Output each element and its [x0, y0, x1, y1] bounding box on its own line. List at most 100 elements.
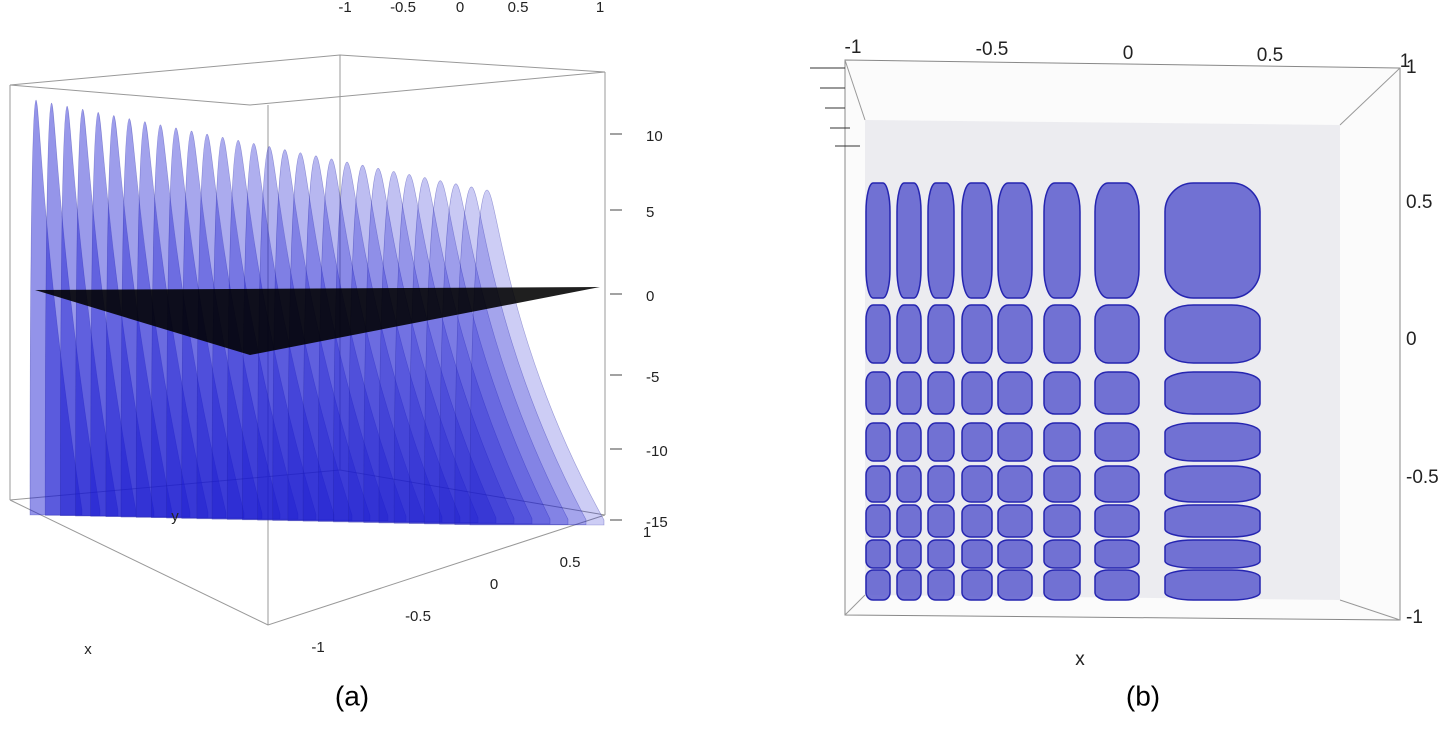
top-tick-label: 0 — [1123, 43, 1134, 64]
axis-label: y — [171, 508, 179, 525]
axis-label: x — [1075, 649, 1085, 670]
surface-blob — [1094, 182, 1140, 299]
surface-blob — [997, 465, 1033, 503]
right-tick-label: 10 — [646, 128, 663, 145]
right-tick-label: 1 — [1406, 57, 1417, 78]
surface-blob — [865, 182, 891, 299]
panel-a: -1 -0.5 0 0.5 1 10 5 0 -5 -10 -15 -1 -0.5 0 0.5 1 y x (a) — [9, 0, 668, 711]
surface-blob — [896, 465, 922, 503]
surface-blob — [927, 504, 955, 538]
surface-blob — [1094, 504, 1140, 538]
top-tick-label: -0.5 — [390, 0, 416, 16]
surface-blob — [997, 182, 1033, 299]
surface-blob — [927, 465, 955, 503]
top-tick-label: 1 — [596, 0, 604, 16]
surface-blob — [997, 371, 1033, 415]
surface-blob — [1094, 569, 1140, 601]
zero-plane — [35, 287, 600, 355]
surface-blob — [1043, 539, 1081, 569]
top-tick-label: 1 — [1400, 51, 1411, 72]
surface-blob — [1043, 304, 1081, 364]
surface-blob — [1043, 465, 1081, 503]
surface-blob — [961, 465, 993, 503]
surface-ridge — [44, 102, 101, 516]
surface-blob — [961, 569, 993, 601]
right-tick-label: -1 — [1406, 607, 1423, 628]
surface-blob — [927, 422, 955, 462]
top-tick-label: -1 — [845, 37, 862, 58]
bottom-tick-label: 1 — [643, 524, 651, 541]
right-tick-label: -0.5 — [1406, 467, 1439, 488]
surface-blob — [927, 539, 955, 569]
surface-ridge — [409, 177, 533, 524]
surface-ridge — [378, 171, 497, 524]
surface-blob — [896, 539, 922, 569]
surface-blob — [896, 182, 922, 299]
surface-blob — [997, 569, 1033, 601]
surface-blob — [961, 504, 993, 538]
tick-marks — [810, 67, 860, 147]
surface-blob — [1094, 465, 1140, 503]
surface-blob — [1043, 422, 1081, 462]
axis-label: x — [84, 641, 92, 658]
surface-blob — [1164, 182, 1261, 299]
surface-blob — [1164, 539, 1261, 569]
surface-blob — [1043, 569, 1081, 601]
surface-blob — [1043, 371, 1081, 415]
surface-blob — [997, 304, 1033, 364]
surface-blob — [1164, 371, 1261, 415]
surface-ridge — [90, 112, 155, 517]
surface-blob — [865, 304, 891, 364]
right-tick-label: 0 — [1406, 329, 1417, 350]
surface-blob — [997, 539, 1033, 569]
bottom-tick-label: 0 — [490, 576, 498, 593]
surface-ridge — [393, 174, 515, 524]
surface-ridge — [75, 109, 137, 517]
surface-blob — [961, 539, 993, 569]
bottom-tick-label: 0.5 — [560, 554, 581, 571]
surface-blob — [961, 371, 993, 415]
surface-blob — [896, 422, 922, 462]
surface-blob — [997, 504, 1033, 538]
surface-blob — [1094, 304, 1140, 364]
surface-blob — [961, 304, 993, 364]
top-tick-label: 0 — [456, 0, 464, 16]
surface-blob — [1164, 422, 1261, 462]
surface-blob — [1164, 465, 1261, 503]
surface-blob — [927, 569, 955, 601]
surface-blob — [896, 371, 922, 415]
surface-blob — [865, 504, 891, 538]
box-edge — [844, 59, 866, 121]
caption: (b) — [1126, 680, 1160, 711]
right-tick-label: -10 — [646, 443, 668, 460]
top-tick-label: 0.5 — [1257, 45, 1283, 66]
right-tick-label: 5 — [646, 204, 654, 221]
surface-ridge — [60, 105, 119, 516]
surface-blob — [865, 569, 891, 601]
right-tick-label: -15 — [646, 514, 668, 531]
box-edge — [1339, 67, 1401, 126]
surface-blob — [1043, 504, 1081, 538]
surface-blob — [865, 371, 891, 415]
surface-ridge — [439, 183, 569, 525]
surface-blob — [896, 504, 922, 538]
surface-blob — [927, 371, 955, 415]
box-edge — [9, 499, 606, 626]
caption: (a) — [335, 680, 369, 711]
top-tick-label: 0.5 — [508, 0, 529, 16]
box-edge — [1339, 599, 1401, 621]
surface-blob — [896, 304, 922, 364]
surface-blob — [997, 422, 1033, 462]
surface-blob — [1164, 504, 1261, 538]
box-edge — [9, 71, 606, 106]
surface-blob — [865, 539, 891, 569]
surface-blob — [961, 182, 993, 299]
surface-blob — [1094, 539, 1140, 569]
right-tick-label: -5 — [646, 369, 659, 386]
surface-blob — [961, 422, 993, 462]
right-tick-label: 0 — [646, 288, 654, 305]
surface-ridge — [469, 189, 605, 526]
box-edge — [9, 469, 606, 516]
panel-b: -1 -0.5 0 0.5 11 0.5 0 -0.5 -1 x (b) — [810, 37, 1439, 711]
